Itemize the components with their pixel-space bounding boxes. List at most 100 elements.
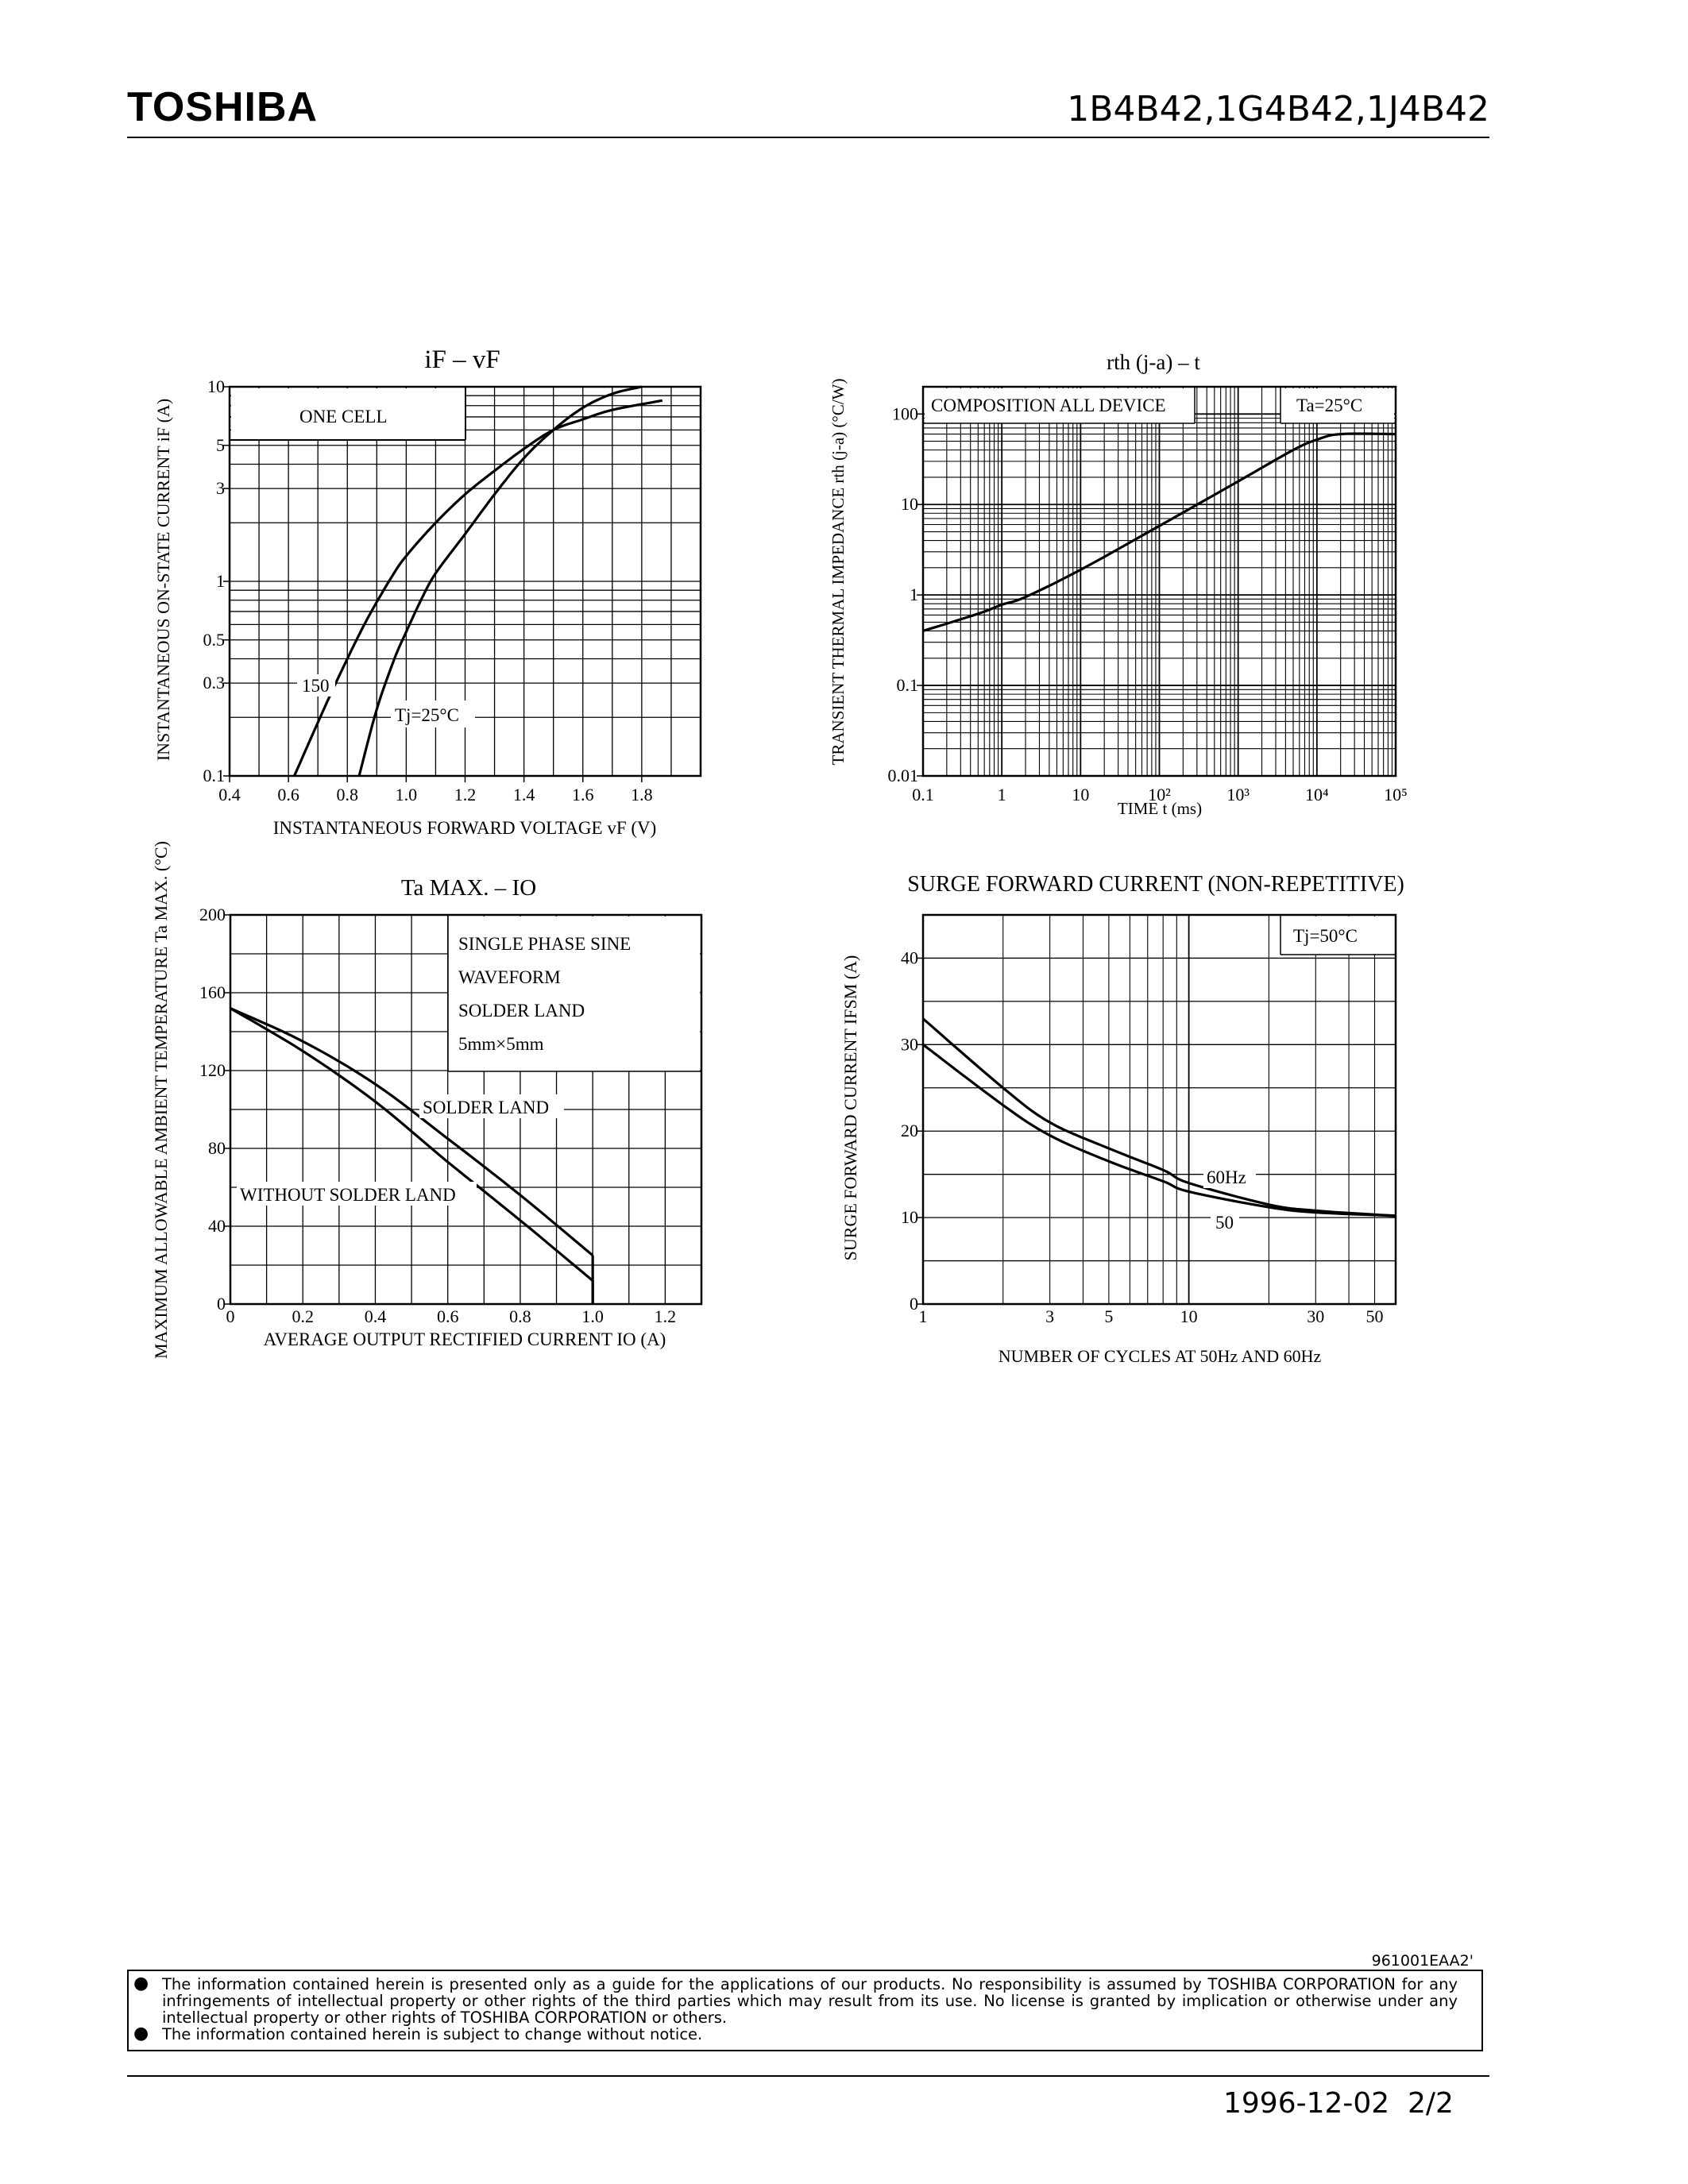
disclaimer-item: ● The information contained herein is pr… (133, 1975, 1458, 2027)
chart3-condition-box (448, 916, 700, 1071)
chart4-label-60hz-bg (1203, 1166, 1256, 1188)
chart4-y-ticks: 40 30 20 10 0 (901, 947, 923, 1314)
x-tick-label: 5 (1104, 1306, 1113, 1326)
x-tick-label: 1.0 (581, 1306, 604, 1326)
x-tick-label: 0.8 (337, 785, 359, 805)
chart1-curves (293, 385, 663, 777)
chart3-frame (229, 913, 703, 1306)
x-tick-label: 0.1 (912, 785, 934, 805)
x-tick-label: 10 (1180, 1306, 1198, 1326)
chart1-annot-tj: Tj=25°C (395, 705, 459, 725)
chart4-xlabel: NUMBER OF CYCLES AT 50Hz AND 60Hz (999, 1346, 1322, 1366)
x-tick-label: 1 (919, 1306, 928, 1326)
y-tick-label: 0.01 (888, 766, 919, 785)
chart3-annot-size: 5mm×5mm (458, 1034, 544, 1054)
chart-rth-t: rth (j-a) – t COMPOSITION ALL DEVICE Ta=… (829, 350, 1408, 818)
chart1-y-ticks: 10 5 3 1 0.5 0.3 0.1 (203, 376, 230, 785)
chart3-title: Ta MAX. – IO (401, 875, 536, 901)
chart2-grid (923, 387, 1396, 776)
y-tick-label: 0.3 (203, 673, 226, 693)
chart4-x-ticks: 1 3 5 10 30 50 (919, 1306, 1384, 1326)
x-tick-label: 1.6 (572, 785, 594, 805)
curve-series-1 (230, 1007, 594, 1257)
chart4-annot-50: 50 (1215, 1213, 1234, 1233)
x-tick-label: 1.2 (454, 785, 477, 805)
chart1-title: iF – vF (424, 345, 500, 374)
curve-series-1 (922, 432, 1396, 633)
header-rule (127, 137, 1489, 138)
chart3-label-solder-bg (419, 1094, 564, 1118)
part-numbers: 1B4B42,1G4B42,1J4B42 (1067, 89, 1489, 129)
chart1-x-ticks: 0.4 0.6 0.8 1.0 1.2 1.4 1.6 1.8 (218, 776, 653, 805)
chart2-x-ticks: 0.1 1 10 10² 10³ 10⁴ 10⁵ (912, 785, 1408, 805)
x-tick-label: 10⁵ (1384, 785, 1408, 805)
chart3-annot-single-phase: SINGLE PHASE SINE (458, 934, 631, 954)
y-tick-label: 40 (208, 1216, 226, 1236)
chart2-box-ta (1280, 388, 1394, 423)
chart2-y-ticks: 100 10 1 0.1 0.01 (888, 403, 923, 785)
chart3-x-ticks: 0 0.2 0.4 0.6 0.8 1.0 1.2 (226, 1306, 677, 1326)
chart-surge-forward-current: SURGE FORWARD CURRENT (NON-REPETITIVE) T… (840, 872, 1404, 1366)
chart1-annot-one-cell: ONE CELL (299, 407, 388, 426)
bullet-icon: ● (133, 1974, 149, 1993)
chart4-annot-60hz: 60Hz (1207, 1167, 1246, 1187)
y-tick-label: 0.1 (203, 766, 226, 785)
chart2-annot-composition: COMPOSITION ALL DEVICE (931, 396, 1166, 415)
x-tick-label: 50 (1366, 1306, 1384, 1326)
y-tick-label: 200 (199, 905, 226, 924)
x-tick-label: 10⁴ (1305, 785, 1329, 805)
chart4-frame (921, 913, 1397, 1306)
x-tick-label: 0.4 (365, 1306, 387, 1326)
chart1-xlabel: INSTANTANEOUS FORWARD VOLTAGE vF (V) (273, 818, 657, 838)
chart3-y-ticks: 200 160 120 80 40 0 (199, 905, 230, 1314)
disclaimer-box: ● The information contained herein is pr… (127, 1970, 1483, 2051)
x-tick-label: 1.0 (396, 785, 418, 805)
curve-series-2 (230, 1007, 594, 1282)
y-tick-label: 3 (216, 478, 225, 498)
chart-ta-max-io: Ta MAX. – IO SINGLE PHASE SINE WAVEFORM … (151, 841, 703, 1359)
y-tick-label: 10 (901, 494, 918, 514)
chart2-frame (921, 385, 1397, 778)
chart1-annot-150: 150 (302, 676, 330, 696)
y-tick-label: 10 (207, 376, 225, 396)
toshiba-logo: TOSHIBA (127, 84, 319, 130)
x-tick-label: 0 (226, 1306, 235, 1326)
chart3-annot-solder-land: SOLDER LAND (423, 1098, 549, 1117)
chart2-ylabel: TRANSIENT THERMAL IMPEDANCE rth (j-a) (°… (829, 379, 848, 766)
y-tick-label: 20 (901, 1121, 918, 1140)
chart4-label-50-bg (1211, 1211, 1239, 1233)
chart1-label-150-bg (297, 674, 335, 696)
x-tick-label: 1.4 (513, 785, 535, 805)
y-tick-label: 160 (199, 982, 226, 1002)
chart4-title: SURGE FORWARD CURRENT (NON-REPETITIVE) (907, 872, 1404, 897)
y-tick-label: 40 (901, 947, 918, 967)
chart3-xlabel: AVERAGE OUTPUT RECTIFIED CURRENT IO (A) (264, 1329, 666, 1349)
disclaimer-text-2: The information contained herein is subj… (162, 2025, 703, 2043)
footer-date: 1996-12-02 (1223, 2087, 1390, 2120)
chart4-box-tj (1280, 916, 1394, 955)
y-tick-label: 100 (892, 403, 918, 423)
y-tick-label: 0 (910, 1294, 918, 1314)
bullet-icon: ● (133, 2024, 149, 2043)
x-tick-label: 10 (1072, 785, 1089, 805)
chart1-label-box (231, 388, 465, 440)
x-tick-label: 1.2 (655, 1306, 677, 1326)
y-tick-label: 5 (216, 435, 225, 455)
y-tick-label: 1 (910, 585, 918, 604)
chart3-curves (230, 1007, 594, 1304)
curve-series-2 (922, 1044, 1396, 1217)
y-tick-label: 10 (901, 1207, 918, 1227)
chart3-annot-without: WITHOUT SOLDER LAND (240, 1185, 456, 1205)
x-tick-label: 30 (1307, 1306, 1324, 1326)
chart4-curves (921, 1017, 1396, 1217)
footer-page-number: 2/2 (1408, 2087, 1454, 2120)
y-tick-label: 0.1 (897, 675, 919, 695)
chart2-curves (922, 432, 1396, 633)
chart3-ylabel: MAXIMUM ALLOWABLE AMBIENT TEMPERATURE Ta… (151, 841, 171, 1359)
y-tick-label: 80 (208, 1138, 226, 1158)
x-tick-label: 0.4 (218, 785, 241, 805)
x-tick-label: 0.2 (292, 1306, 314, 1326)
x-tick-label: 10² (1148, 785, 1171, 805)
chart3-annot-waveform: WAVEFORM (458, 967, 561, 987)
